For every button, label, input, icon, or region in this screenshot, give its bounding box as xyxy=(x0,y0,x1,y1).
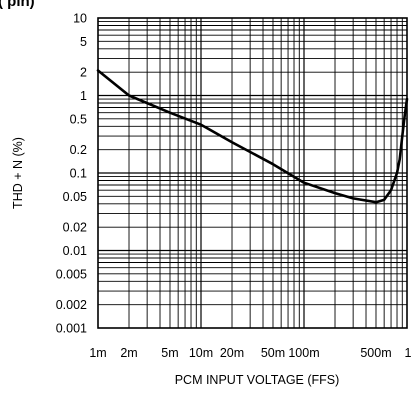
data-series xyxy=(96,69,409,204)
x-tick-label: 10m xyxy=(189,346,213,360)
y-tick-label: 5 xyxy=(80,35,87,49)
y-tick-label: 0.2 xyxy=(70,143,87,157)
x-tick-label: 100m xyxy=(288,346,319,360)
x-tick-label: 20m xyxy=(220,346,244,360)
x-tick-label: 50m xyxy=(261,346,285,360)
y-tick-label: 0.1 xyxy=(70,167,87,181)
y-tick-label: 1 xyxy=(80,89,87,103)
x-tick-label: 500m xyxy=(360,346,391,360)
y-tick-label: 10 xyxy=(73,12,87,26)
x-tick-label: 5m xyxy=(161,346,178,360)
thd-curve xyxy=(96,69,409,204)
grid-lines xyxy=(98,18,407,328)
x-tick-label: 1 xyxy=(405,346,412,360)
y-tick-label: 0.5 xyxy=(70,112,87,126)
x-tick-label: 2m xyxy=(120,346,137,360)
y-axis-label: THD + N (%) xyxy=(11,137,25,209)
y-tick-label: 2 xyxy=(80,66,87,80)
y-tick-label: 0.005 xyxy=(56,267,87,281)
x-tick-labels: 1m 2m 5m 10m 20m 50m 100m 500m 1 xyxy=(89,346,411,360)
y-tick-label: 0.001 xyxy=(56,322,87,336)
y-tick-label: 0.02 xyxy=(63,221,87,235)
x-axis-label: PCM INPUT VOLTAGE (FFS) xyxy=(175,373,340,387)
y-tick-label: 0.002 xyxy=(56,298,87,312)
y-tick-label: 0.05 xyxy=(63,190,87,204)
chart-title-fragment: ( pin) xyxy=(0,0,35,10)
x-tick-label: 1m xyxy=(89,346,106,360)
plot-frame xyxy=(97,17,408,329)
y-tick-label: 0.01 xyxy=(63,244,87,258)
y-tick-labels: 10 5 2 1 0.5 0.2 0.1 0.05 0.02 0.01 0.005 0.002 0.00… xyxy=(56,12,87,336)
